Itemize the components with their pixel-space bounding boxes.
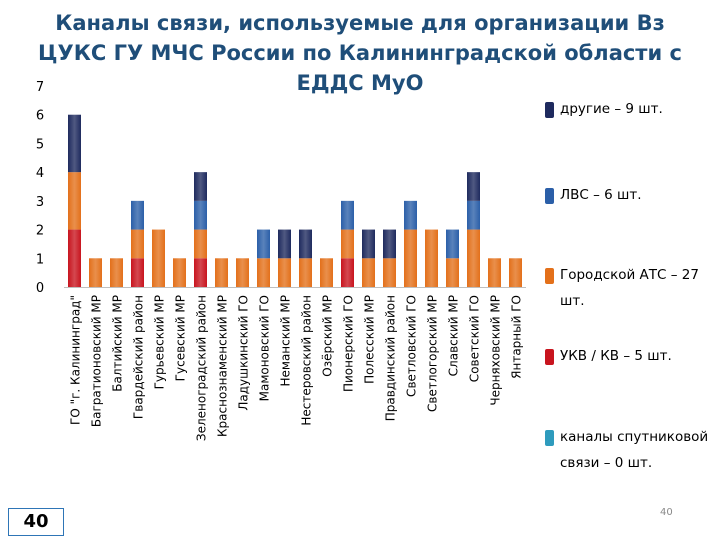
y-tick-label: 4 bbox=[36, 166, 44, 181]
legend-label: каналы спутниковой связи – 0 шт. bbox=[560, 429, 709, 471]
legend-swatch bbox=[545, 349, 554, 365]
bar-segment bbox=[467, 172, 480, 201]
x-category-label: Ладушкинский ГО bbox=[237, 295, 251, 411]
bar-segment bbox=[278, 258, 291, 287]
bar-segment bbox=[425, 229, 438, 287]
bar-segment bbox=[152, 229, 165, 287]
x-category-label: Нестеровский район bbox=[300, 295, 314, 426]
bar-segment bbox=[467, 229, 480, 287]
y-tick-label: 0 bbox=[36, 281, 44, 296]
bar-segment bbox=[299, 258, 312, 287]
y-tick-label: 2 bbox=[36, 224, 44, 239]
x-category-label: Озёрский МР bbox=[321, 295, 335, 377]
bar-segment bbox=[446, 229, 459, 259]
bar-segment bbox=[68, 114, 81, 173]
x-category-label: Зеленоградский район bbox=[195, 295, 209, 441]
slide-number-box: 40 bbox=[8, 508, 64, 536]
bar-segment bbox=[362, 258, 375, 287]
bar-segment bbox=[131, 200, 144, 230]
x-category-label: Янтарный ГО bbox=[510, 295, 524, 379]
y-tick-label: 3 bbox=[36, 195, 44, 210]
bar-segment bbox=[194, 172, 207, 201]
x-category-label: Советский ГО bbox=[468, 295, 482, 382]
bar-segment bbox=[194, 229, 207, 259]
x-category-label: Светловский ГО bbox=[405, 295, 419, 397]
bar-segment bbox=[362, 229, 375, 259]
bar-segment bbox=[341, 229, 354, 259]
bar-segment bbox=[257, 229, 270, 259]
y-tick-label: 6 bbox=[36, 109, 44, 124]
legend-swatch bbox=[545, 188, 554, 204]
x-category-label: Балтийский МР bbox=[111, 295, 125, 392]
x-category-label: Мамоновский ГО bbox=[258, 295, 272, 401]
y-tick-label: 1 bbox=[36, 252, 44, 267]
x-category-label: Краснознаменский МР bbox=[216, 295, 230, 437]
legend-swatch bbox=[545, 430, 554, 446]
page-number: 40 bbox=[660, 507, 673, 518]
y-tick-label: 5 bbox=[36, 137, 44, 152]
bar-segment bbox=[446, 258, 459, 287]
x-category-label: Гвардейский район bbox=[132, 295, 146, 419]
y-tick-label: 7 bbox=[36, 80, 44, 95]
bar-segment bbox=[278, 229, 291, 259]
bar-segment bbox=[194, 258, 207, 287]
legend-swatch bbox=[545, 102, 554, 118]
legend-swatch bbox=[545, 268, 554, 284]
x-category-label: Багратионовский МР bbox=[90, 295, 104, 427]
bar-segment bbox=[404, 200, 417, 230]
legend-label: другие – 9 шт. bbox=[560, 101, 663, 117]
x-category-label: Светлогорский МР bbox=[426, 295, 440, 412]
bar-segment bbox=[383, 229, 396, 259]
x-category-label: Славский МР bbox=[447, 295, 461, 376]
x-category-label: Полесский МР bbox=[363, 295, 377, 384]
x-category-label: ГО "г. Калининград" bbox=[69, 295, 83, 425]
slide-title: Каналы связи, используемые для организац… bbox=[38, 11, 682, 95]
legend-label: ЛВС – 6 шт. bbox=[560, 187, 642, 203]
bar-segment bbox=[509, 258, 522, 287]
bar-segment bbox=[131, 229, 144, 259]
bar-segment bbox=[68, 229, 81, 287]
bar-segment bbox=[341, 258, 354, 287]
bar-segment bbox=[341, 200, 354, 230]
bar-segment bbox=[299, 229, 312, 259]
legend-label: УКВ / КВ – 5 шт. bbox=[560, 348, 672, 364]
legend-label: Городской АТС – 27 шт. bbox=[560, 267, 699, 309]
bar-segment bbox=[215, 258, 228, 287]
bar-segment bbox=[383, 258, 396, 287]
bar-segment bbox=[131, 258, 144, 287]
bar-segment bbox=[110, 258, 123, 287]
x-category-label: Гурьевский МР bbox=[153, 295, 167, 389]
x-category-label: Правдинский район bbox=[384, 295, 398, 421]
bar-segment bbox=[320, 258, 333, 287]
x-category-label: Черняховский МР bbox=[489, 295, 503, 406]
bar-segment bbox=[236, 258, 249, 287]
bar-segment bbox=[257, 258, 270, 287]
bar-segment bbox=[89, 258, 102, 287]
bar-segment bbox=[467, 200, 480, 230]
bar-segment bbox=[404, 229, 417, 287]
x-category-label: Пионерский ГО bbox=[342, 295, 356, 392]
x-category-label: Гусевский МР bbox=[174, 295, 188, 381]
bar-segment bbox=[488, 258, 501, 287]
bar-segment bbox=[173, 258, 186, 287]
bar-segment bbox=[194, 200, 207, 230]
x-category-label: Неманский МР bbox=[279, 295, 293, 387]
bar-segment bbox=[68, 172, 81, 230]
